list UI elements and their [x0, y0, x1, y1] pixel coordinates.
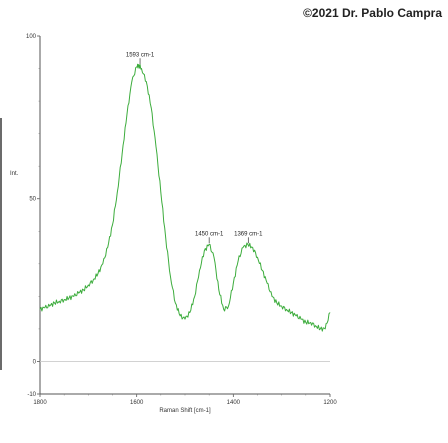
data-point [78, 292, 79, 294]
chart-labels: Raman Shift [cm-1] Int. 1593 cm-1 1450 cm-1… [10, 52, 263, 414]
data-point [138, 64, 140, 66]
data-point [44, 307, 46, 309]
data-point [136, 66, 137, 68]
x-axis-label: Raman Shift [cm-1] [159, 408, 211, 414]
data-point [121, 152, 123, 154]
data-point [233, 283, 234, 284]
data-point [213, 257, 215, 258]
data-point [223, 309, 224, 310]
y-tick-label: 100 [26, 34, 37, 40]
data-point [320, 328, 321, 330]
data-point [305, 322, 307, 323]
data-point [208, 243, 210, 245]
y-axis-label: Int. [10, 171, 19, 177]
data-point [160, 191, 162, 193]
data-point [324, 328, 326, 330]
data-point [88, 284, 89, 286]
data-point [315, 325, 316, 326]
data-point [141, 68, 142, 69]
data-point [170, 276, 171, 278]
data-point [204, 250, 205, 252]
data-point [83, 289, 84, 291]
data-point [276, 302, 278, 304]
spectrum-line-series-0 [39, 63, 331, 332]
side-divider [0, 118, 2, 370]
peak-label: 1593 cm-1 [126, 52, 155, 58]
data-point [102, 263, 104, 265]
chart-axes: -10 0 50 100 1800 1600 1400 1200 [26, 34, 337, 406]
data-point [54, 302, 55, 304]
data-point [194, 296, 195, 297]
peak-label: 1450 cm-1 [195, 231, 224, 237]
data-point [310, 322, 311, 323]
x-tick-label: 1800 [33, 400, 47, 406]
data-point [291, 312, 292, 313]
data-point [266, 283, 268, 284]
data-point [63, 299, 65, 300]
data-point [59, 300, 60, 302]
data-point [165, 237, 166, 239]
data-point [281, 305, 282, 307]
data-point [150, 107, 152, 108]
data-point [218, 289, 220, 291]
data-point [252, 247, 253, 248]
y-tick-label: 50 [29, 197, 36, 203]
data-point [237, 260, 239, 261]
data-point [262, 270, 263, 271]
data-point [107, 247, 108, 248]
chart-plot-area [39, 63, 331, 332]
x-tick-label: 1600 [130, 400, 144, 406]
data-point [97, 273, 99, 274]
data-point [184, 318, 186, 320]
data-point [247, 243, 249, 245]
data-point [271, 296, 273, 297]
data-point [73, 296, 75, 297]
data-point [286, 309, 287, 310]
data-point [126, 113, 128, 115]
data-point [175, 302, 176, 304]
data-point [179, 315, 181, 317]
peak-label: 1369 cm-1 [234, 231, 263, 237]
data-point [199, 270, 200, 271]
data-point [295, 315, 297, 317]
data-point [117, 191, 118, 193]
data-point [146, 81, 147, 82]
x-tick-label: 1200 [323, 400, 337, 406]
data-point [242, 247, 244, 248]
data-point [257, 257, 258, 258]
data-point [155, 146, 157, 147]
data-point [68, 297, 70, 299]
x-tick-label: 1400 [227, 400, 241, 406]
data-point [189, 312, 191, 313]
data-point [49, 305, 50, 307]
y-tick-label: 0 [33, 359, 37, 365]
data-point [329, 312, 331, 313]
data-point [112, 224, 113, 226]
data-point [39, 309, 41, 310]
data-point [131, 81, 133, 82]
data-point [92, 279, 94, 281]
data-point [300, 318, 302, 320]
data-point [228, 305, 229, 307]
copyright-credit: ©2021 Dr. Pablo Campra [303, 6, 442, 20]
y-tick-label: -10 [27, 392, 36, 398]
